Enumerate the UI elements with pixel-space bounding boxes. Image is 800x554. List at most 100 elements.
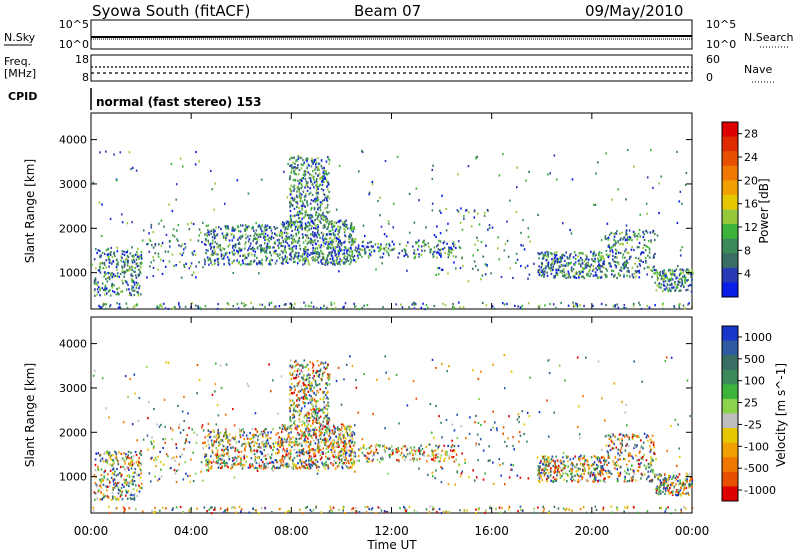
- echo-cell: [241, 234, 244, 237]
- echo-cell: [246, 226, 249, 229]
- echo-cell: [116, 246, 118, 249]
- echo-cell: [682, 284, 685, 287]
- echo-cell: [310, 174, 313, 177]
- echo-cell: [273, 226, 276, 229]
- echo-cell: [139, 293, 142, 296]
- echo-cell: [260, 244, 262, 247]
- echo-cell: [501, 302, 504, 305]
- echo-cell: [287, 454, 289, 457]
- echo-cell: [329, 222, 332, 225]
- echo-cell: [311, 399, 313, 402]
- echo-cell: [425, 460, 428, 463]
- echo-cell: [332, 439, 334, 442]
- echo-cell: [319, 220, 321, 223]
- echo-cell: [563, 271, 565, 274]
- echo-cell: [587, 261, 589, 264]
- echo-cell: [503, 483, 506, 486]
- echo-cell: [319, 454, 322, 457]
- echo-cell: [661, 275, 663, 278]
- echo-cell: [480, 278, 482, 281]
- echo-cell: [332, 246, 334, 249]
- echo-cell: [296, 361, 298, 364]
- echo-cell: [147, 448, 149, 451]
- echo-cell: [214, 182, 216, 185]
- echo-cell: [315, 436, 318, 440]
- echo-cell: [310, 198, 313, 202]
- echo-cell: [507, 255, 510, 258]
- echo-cell: [123, 459, 125, 462]
- echo-cell: [98, 249, 101, 252]
- echo-cell: [573, 263, 576, 267]
- echo-cell: [313, 235, 316, 238]
- echo-cell: [322, 398, 324, 401]
- echo-cell: [322, 307, 324, 310]
- echo-cell: [608, 262, 611, 265]
- colorbar-tick-label: 24: [744, 151, 758, 164]
- echo-cell: [308, 428, 310, 432]
- echo-cell: [303, 392, 306, 395]
- echo-cell: [184, 242, 186, 246]
- echo-cell: [98, 201, 101, 204]
- echo-cell: [320, 409, 322, 412]
- echo-cell: [183, 448, 185, 451]
- echo-cell: [342, 433, 345, 437]
- echo-cell: [294, 228, 297, 231]
- echo-cell: [282, 221, 284, 224]
- echo-cell: [305, 209, 307, 212]
- echo-cell: [447, 483, 450, 486]
- echo-cell: [321, 378, 323, 381]
- echo-cell: [313, 226, 315, 230]
- echo-cell: [231, 463, 233, 466]
- echo-cell: [289, 453, 292, 456]
- echo-cell: [130, 451, 132, 454]
- echo-cell: [152, 259, 155, 262]
- echo-cell: [331, 226, 333, 229]
- echo-cell: [204, 260, 206, 263]
- echo-cell: [306, 242, 309, 245]
- echo-cell: [390, 445, 393, 448]
- echo-cell: [647, 240, 650, 243]
- echo-cell: [243, 457, 246, 460]
- echo-cell: [537, 269, 540, 272]
- echo-cell: [646, 212, 648, 215]
- echo-cell: [287, 225, 290, 228]
- echo-cell: [300, 307, 302, 310]
- echo-cell: [416, 458, 418, 461]
- echo-cell: [389, 453, 391, 456]
- echo-cell: [471, 267, 474, 270]
- echo-cell: [138, 484, 140, 487]
- echo-cell: [375, 268, 377, 271]
- echo-cell: [338, 260, 341, 264]
- echo-cell: [269, 251, 271, 254]
- y-tick-label: 2000: [59, 222, 87, 235]
- echo-cell: [130, 168, 132, 171]
- echo-cell: [325, 221, 328, 224]
- echo-cell: [312, 176, 314, 179]
- echo-cell: [611, 258, 614, 261]
- echo-cell: [265, 465, 267, 468]
- echo-cell: [316, 421, 319, 424]
- echo-cell: [374, 243, 377, 246]
- echo-cell: [226, 234, 228, 237]
- echo-cell: [321, 213, 324, 216]
- echo-cell: [257, 456, 260, 459]
- echo-cell: [286, 242, 289, 245]
- echo-cell: [221, 257, 224, 260]
- echo-cell: [678, 278, 681, 281]
- echo-cell: [658, 286, 661, 289]
- echo-cell: [226, 232, 228, 235]
- echo-cell: [338, 236, 341, 239]
- echo-cell: [294, 451, 297, 455]
- echo-cell: [379, 214, 381, 217]
- echo-cell: [638, 228, 641, 232]
- echo-cell: [208, 242, 210, 245]
- echo-cell: [307, 225, 309, 228]
- echo-cell: [543, 275, 545, 278]
- echo-cell: [301, 452, 304, 455]
- echo-cell: [382, 305, 384, 309]
- echo-cell: [675, 277, 677, 280]
- echo-cell: [216, 233, 219, 236]
- echo-cell: [319, 425, 322, 428]
- echo-cell: [561, 253, 564, 256]
- echo-cell: [137, 274, 140, 278]
